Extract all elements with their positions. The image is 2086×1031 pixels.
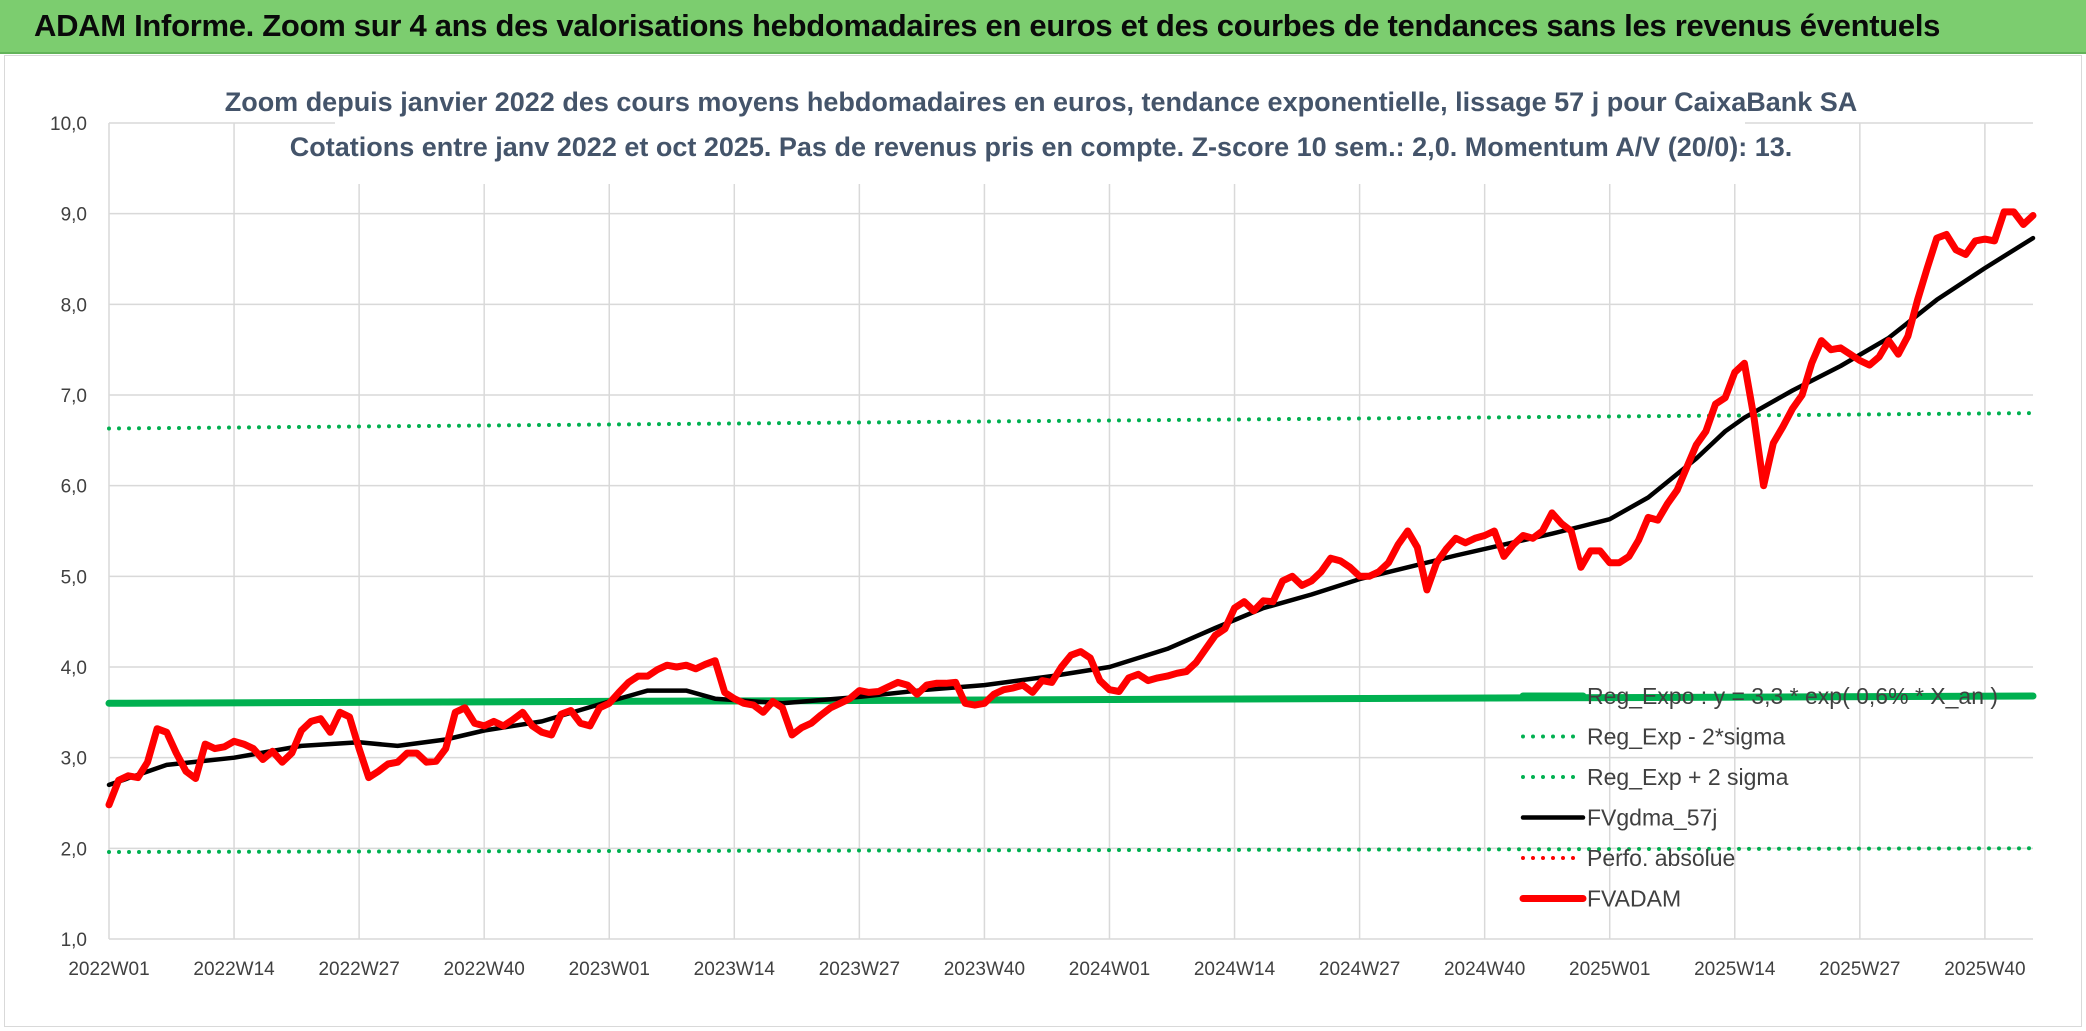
x-tick-label: 2025W01 (1569, 959, 1650, 980)
y-tick-label: 2,0 (61, 839, 87, 860)
legend-label: FVADAM (1587, 886, 1681, 912)
x-axis-labels: 2022W01 2022W14 2022W27 2022W40 2023W01 2023W… (68, 959, 2025, 980)
x-tick-label: 2024W01 (1069, 959, 1150, 980)
y-tick-label: 10,0 (50, 114, 87, 135)
y-gridlines (109, 122, 2033, 940)
y-tick-label: 7,0 (61, 386, 87, 407)
chart-frame: 1,0 2,0 3,0 4,0 5,0 6,0 7,0 8,0 9,0 10,0 2022W01 2… (4, 55, 2082, 1027)
y-tick-label: 3,0 (61, 749, 87, 770)
title-backdrop (335, 86, 1745, 184)
y-tick-label: 8,0 (61, 295, 87, 316)
legend-label: FVgdma_57j (1587, 805, 1717, 831)
x-tick-label: 2025W40 (1944, 959, 2025, 980)
x-tick-label: 2025W14 (1694, 959, 1776, 980)
x-tick-label: 2022W14 (193, 959, 275, 980)
y-tick-label: 1,0 (61, 930, 87, 951)
y-tick-label: 9,0 (61, 205, 87, 226)
x-tick-label: 2023W40 (944, 959, 1025, 980)
x-tick-label: 2022W01 (68, 959, 149, 980)
x-tick-label: 2022W27 (318, 959, 399, 980)
report-banner: ADAM Informe. Zoom sur 4 ans des valoris… (0, 0, 2086, 54)
series-line-reg-exp-2-sigma (107, 411, 2035, 431)
series-line-reg-expo-y-3-3-exp-0-6-x-an (105, 692, 2037, 707)
legend-label: Reg_Exp - 2*sigma (1587, 724, 1785, 750)
x-tick-label: 2024W40 (1444, 959, 1525, 980)
series-line-fvadam (105, 208, 2037, 809)
line-chart: 1,02,03,04,05,06,07,08,09,010,0 2022W01 2… (50, 86, 2037, 980)
report-title: ADAM Informe. Zoom sur 4 ans des valoris… (34, 8, 1941, 43)
legend: Reg_Expo : y = 3,3 * exp( 0,6% * X_an ) R… (1519, 683, 1998, 912)
chart-subtitle: Cotations entre janv 2022 et oct 2025. P… (290, 132, 1793, 162)
series-line-reg-exp-2-sigma (107, 846, 2035, 854)
y-tick-label: 6,0 (61, 477, 87, 498)
y-tick-label: 4,0 (61, 658, 87, 679)
chart-title: Zoom depuis janvier 2022 des cours moyen… (225, 87, 1858, 117)
x-tick-label: 2023W27 (819, 959, 900, 980)
series-layer (105, 208, 2037, 854)
legend-label: Reg_Expo : y = 3,3 * exp( 0,6% * X_an ) (1587, 683, 1998, 709)
x-tick-label: 2024W14 (1194, 959, 1276, 980)
x-tick-label: 2023W14 (694, 959, 776, 980)
series-line-fvgdma-57j (106, 235, 2036, 788)
x-tick-label: 2023W01 (569, 959, 650, 980)
y-tick-label: 5,0 (61, 567, 87, 588)
y-axis-labels: 1,0 2,0 3,0 4,0 5,0 6,0 7,0 8,0 9,0 10,0 (50, 114, 87, 951)
x-tick-label: 2024W27 (1319, 959, 1400, 980)
legend-label: Reg_Exp + 2 sigma (1587, 764, 1789, 790)
legend-label: Perfo. absolue (1587, 845, 1735, 871)
x-tick-label: 2022W40 (444, 959, 525, 980)
x-gridlines (108, 123, 1986, 939)
x-tick-label: 2025W27 (1819, 959, 1900, 980)
